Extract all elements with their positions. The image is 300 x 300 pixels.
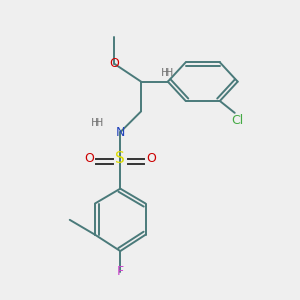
Text: H: H	[91, 118, 100, 128]
Text: O: O	[146, 152, 156, 165]
Text: S: S	[116, 152, 125, 166]
Text: H: H	[161, 68, 169, 78]
Text: F: F	[117, 266, 124, 278]
Text: H: H	[165, 68, 173, 78]
Text: Cl: Cl	[232, 114, 244, 127]
Text: O: O	[84, 152, 94, 165]
Text: H: H	[95, 118, 104, 128]
Text: O: O	[110, 57, 119, 70]
Text: N: N	[116, 126, 125, 139]
